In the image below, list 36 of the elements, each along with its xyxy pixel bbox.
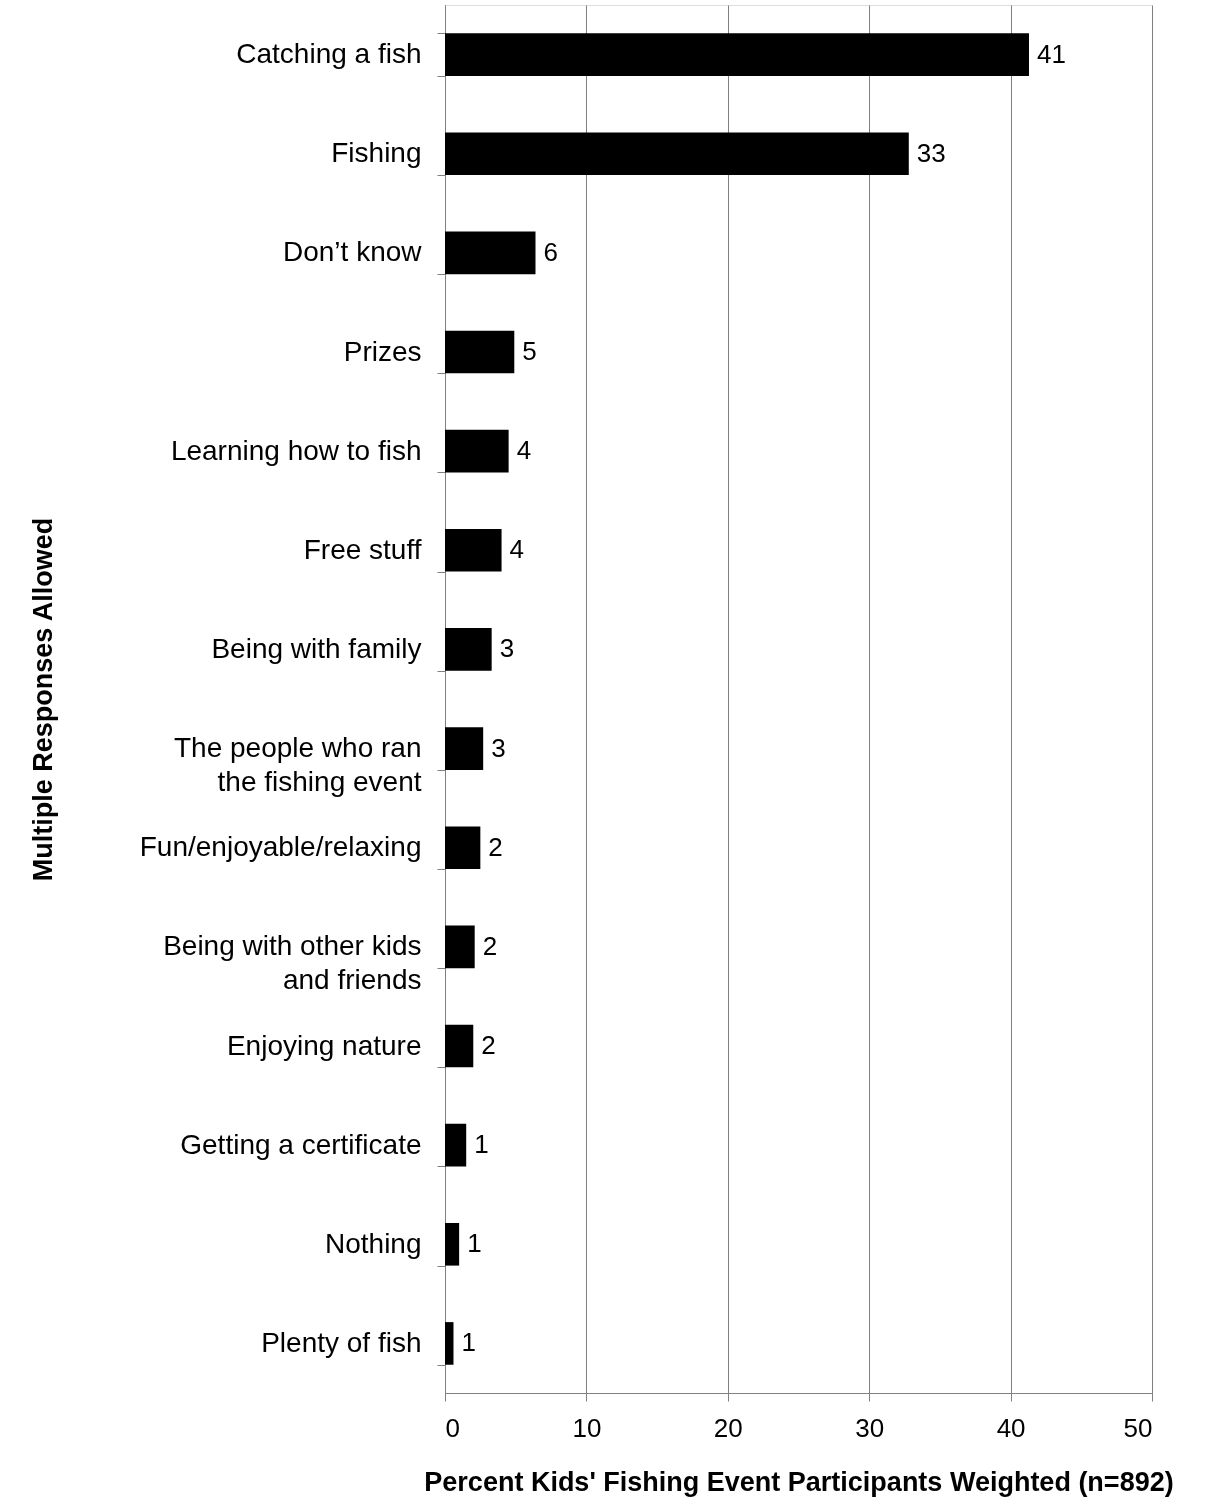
- y-axis-title: Multiple Responses Allowed: [27, 517, 58, 882]
- x-axis-title: Percent Kids' Fishing Event Participants Weighted (n=892): [424, 1466, 1174, 1497]
- x-tick-label: 30: [855, 1412, 885, 1443]
- y-tick-label: Nothing: [324, 1227, 422, 1259]
- y-tick-label: Fishing: [331, 137, 422, 169]
- y-tick-label: Enjoying nature: [226, 1029, 422, 1061]
- y-tick-label: Don’t know: [282, 236, 423, 268]
- x-tick-label: 10: [572, 1412, 602, 1443]
- x-tick-label: 40: [996, 1412, 1026, 1443]
- data-label: 2: [482, 930, 498, 961]
- y-tick-label: Fun/enjoyable/relaxing: [139, 831, 422, 863]
- data-label: 1: [461, 1327, 476, 1358]
- y-tick-label: Being with family: [211, 632, 422, 664]
- data-label: 4: [516, 435, 532, 466]
- data-label: 1: [467, 1228, 482, 1259]
- y-tick-label: Plenty of fish: [261, 1326, 422, 1358]
- data-label: 3: [499, 633, 515, 664]
- y-tick-label: Being with other kids and friends: [163, 930, 422, 996]
- data-label: 2: [488, 831, 503, 862]
- x-tick-label: 0: [445, 1412, 460, 1443]
- data-label: 33: [916, 137, 946, 168]
- y-tick-label: The people who ran the fishing event: [173, 732, 422, 798]
- x-tick-label: 20: [713, 1412, 743, 1443]
- data-label: 5: [522, 336, 537, 366]
- data-label: 2: [481, 1030, 496, 1060]
- y-tick-label: Learning how to fish: [170, 434, 422, 466]
- y-tick-label: Free stuff: [303, 533, 422, 565]
- data-label: 3: [491, 732, 506, 763]
- data-label: 1: [474, 1129, 489, 1160]
- x-tick-label: 50: [1123, 1412, 1153, 1443]
- data-label: 4: [509, 534, 525, 565]
- data-label: 41: [1036, 38, 1066, 69]
- y-tick-label: Prizes: [343, 335, 422, 367]
- y-tick-label: Catching a fish: [236, 38, 422, 70]
- data-label: 6: [543, 236, 558, 267]
- y-tick-label: Getting a certificate: [180, 1128, 422, 1160]
